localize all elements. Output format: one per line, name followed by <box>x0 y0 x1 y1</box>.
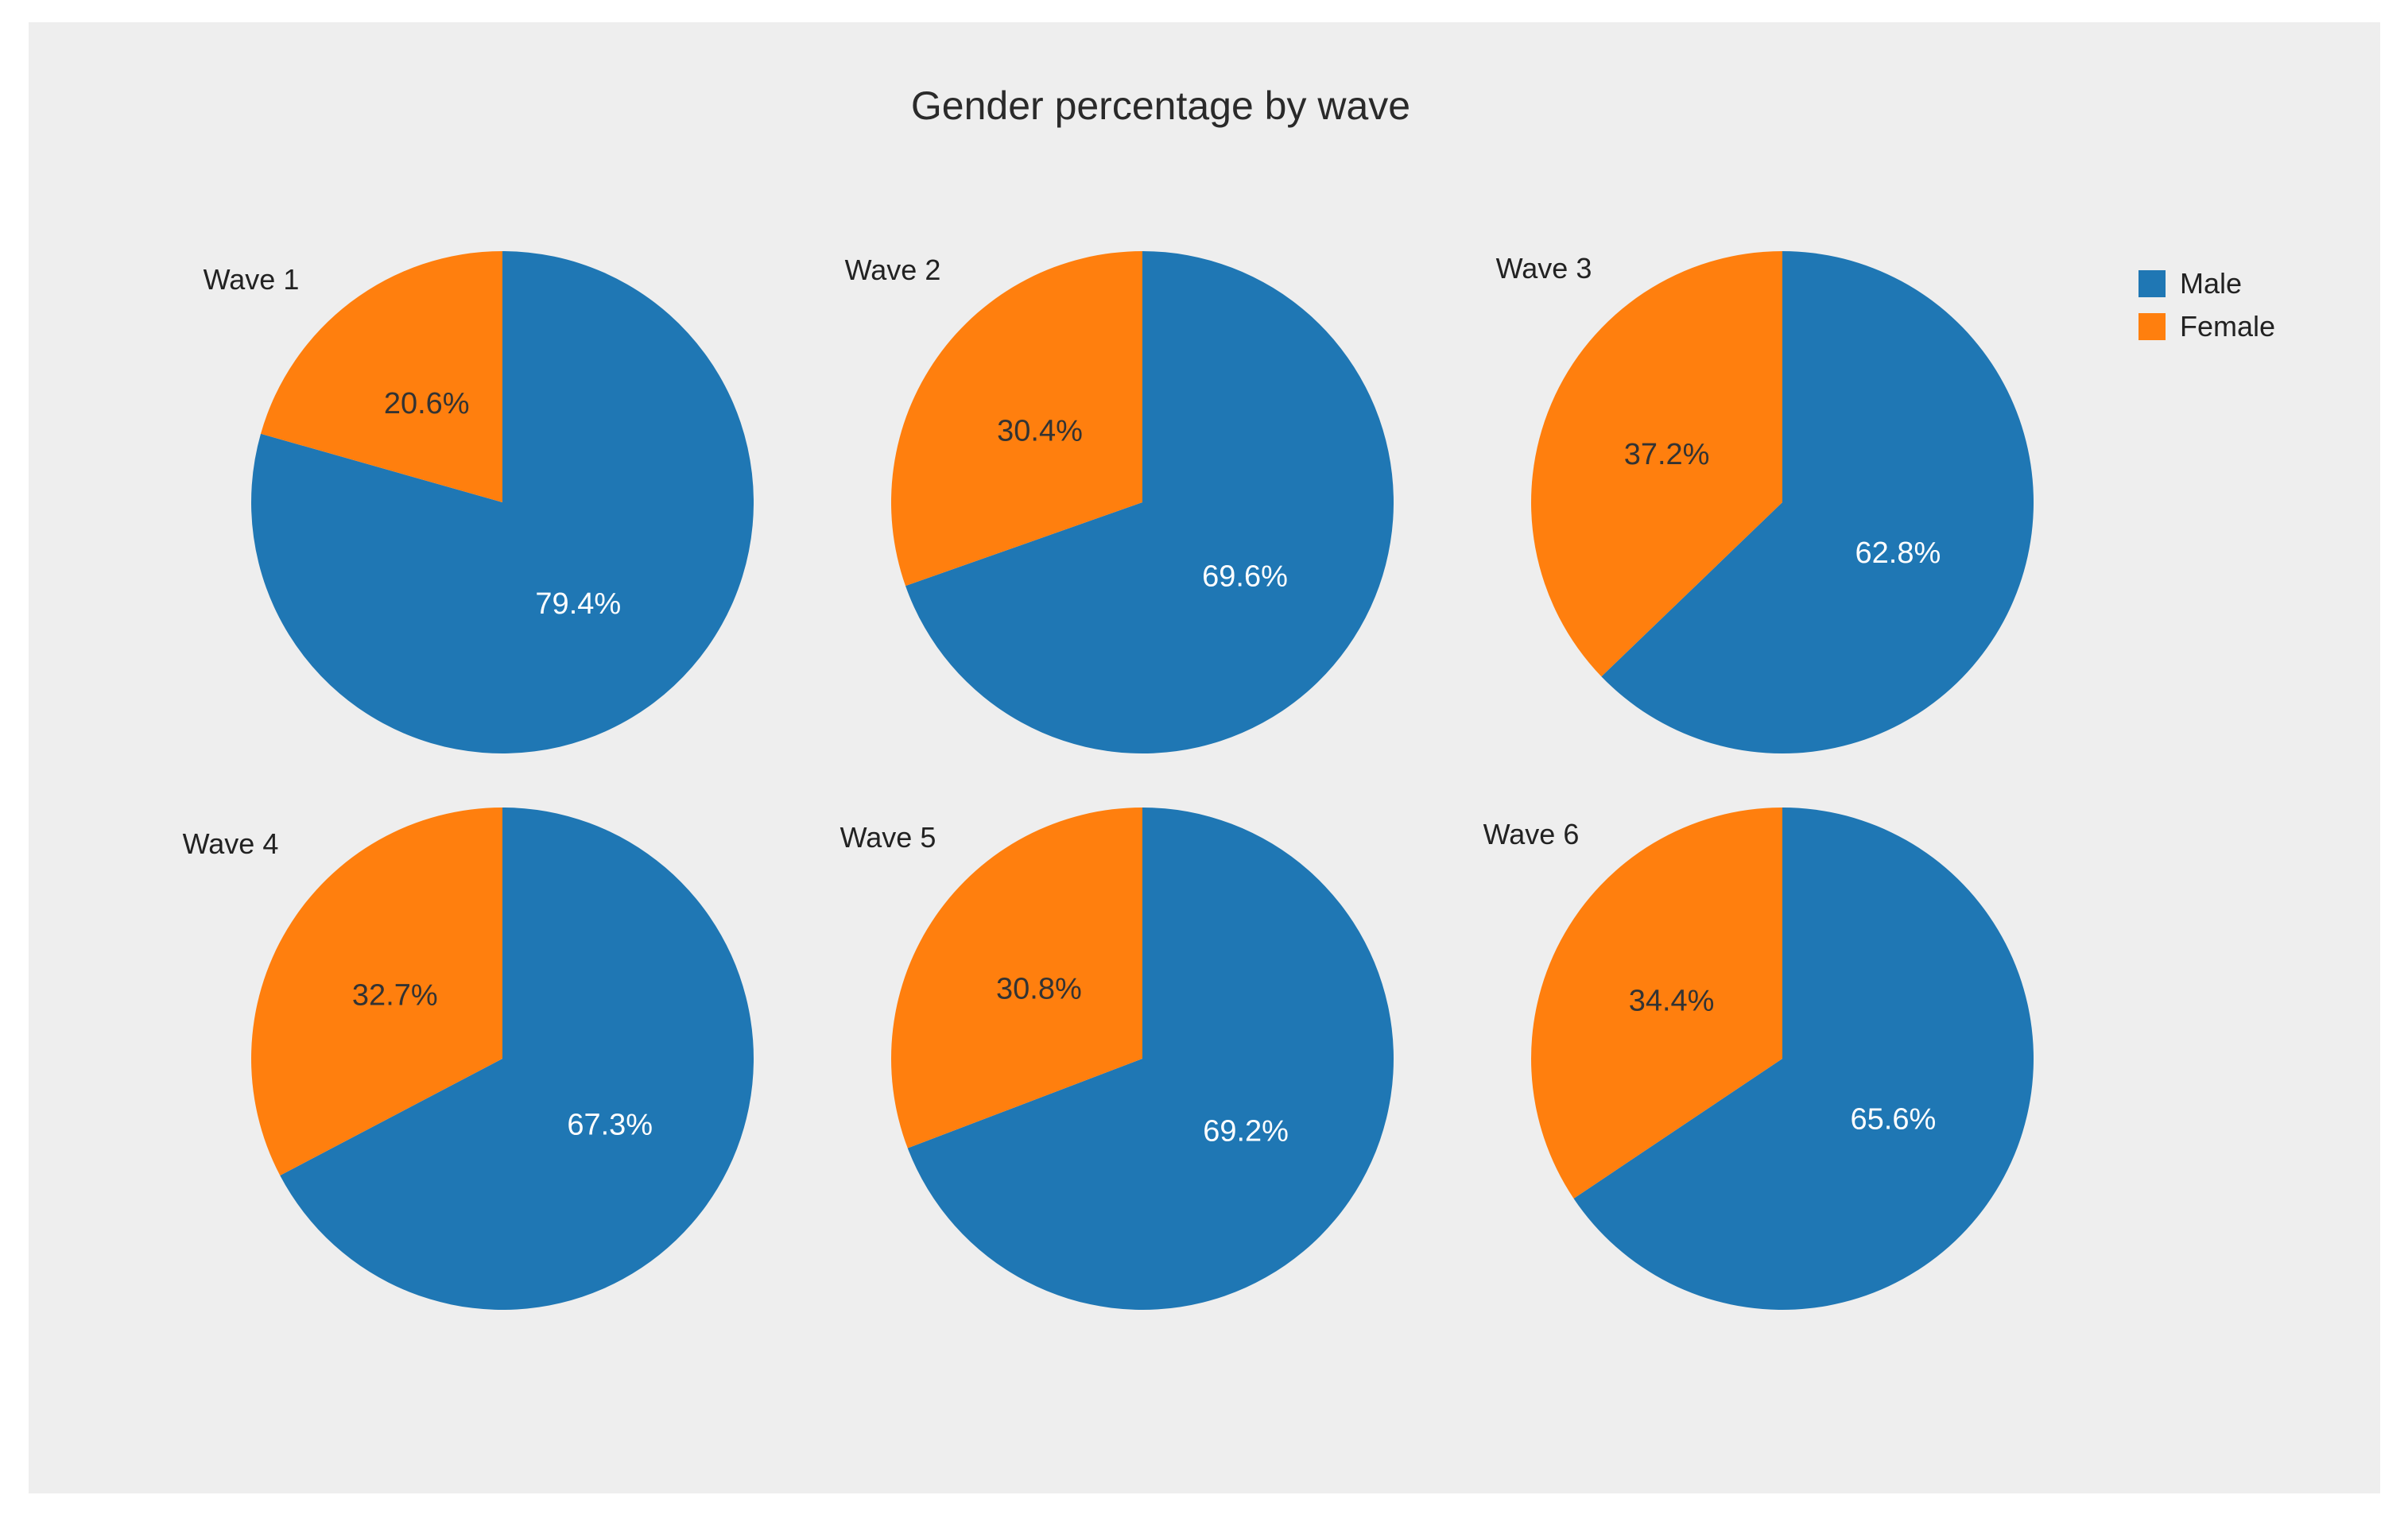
slice-label-female: 30.8% <box>996 972 1082 1005</box>
legend-item-female[interactable]: Female <box>2139 310 2275 343</box>
pie-title: Wave 2 <box>845 254 941 286</box>
legend[interactable]: Male Female <box>2139 267 2275 343</box>
slice-label-male: 65.6% <box>1851 1102 1937 1136</box>
pie-slice-female[interactable] <box>1531 251 1782 677</box>
legend-swatch <box>2139 270 2166 297</box>
slice-label-male: 67.3% <box>567 1109 653 1142</box>
slice-label-female: 37.2% <box>1624 438 1710 471</box>
legend-swatch <box>2139 313 2166 340</box>
pie-2: 69.6% 30.4% Wave 2 <box>845 250 1394 753</box>
pie-title: Wave 4 <box>183 827 279 860</box>
slice-label-male: 69.6% <box>1202 560 1288 593</box>
pie-slice-female[interactable] <box>261 251 502 502</box>
pie-slice-male[interactable] <box>907 808 1394 1310</box>
pie-title: Wave 5 <box>840 821 936 854</box>
pie-slice-female[interactable] <box>1531 808 1782 1199</box>
slice-label-female: 20.6% <box>384 387 470 420</box>
slice-label-male: 69.2% <box>1203 1115 1289 1148</box>
pie-slice-male[interactable] <box>1601 251 2034 753</box>
pie-title: Wave 3 <box>1496 252 1592 285</box>
slice-label-female: 34.4% <box>1629 985 1715 1018</box>
pie-slice-female[interactable] <box>251 808 502 1175</box>
pie-3: 62.8% 37.2% Wave 3 <box>1496 251 2034 753</box>
pie-slice-female[interactable] <box>890 250 1142 587</box>
slice-label-female: 32.7% <box>352 978 438 1012</box>
pie-slice-male[interactable] <box>280 808 754 1310</box>
slice-label-male: 79.4% <box>535 587 621 621</box>
legend-label: Male <box>2180 267 2242 300</box>
slice-label-male: 62.8% <box>1855 536 1941 570</box>
pie-4: 67.3% 32.7% Wave 4 <box>183 808 754 1310</box>
chart-title: Gender percentage by wave <box>911 83 1410 128</box>
pie-1: 79.4% 20.6% Wave 1 <box>204 251 754 753</box>
legend-label: Female <box>2180 310 2275 343</box>
legend-item-male[interactable]: Male <box>2139 267 2242 300</box>
pies-layer: 79.4% 20.6% Wave 1 69.6% 30.4% Wave 2 62.8% 37.… <box>183 250 2034 1311</box>
pie-slice-male[interactable] <box>1573 808 2034 1311</box>
pie-6: 65.6% 34.4% Wave 6 <box>1483 808 2034 1311</box>
pie-slice-male[interactable] <box>251 251 754 753</box>
pie-title: Wave 1 <box>204 263 300 296</box>
slice-label-female: 30.4% <box>997 415 1083 448</box>
pie-title: Wave 6 <box>1483 818 1580 850</box>
pie-slice-female[interactable] <box>890 808 1142 1148</box>
pie-slice-male[interactable] <box>905 251 1394 753</box>
pie-5: 69.2% 30.8% Wave 5 <box>840 808 1394 1310</box>
